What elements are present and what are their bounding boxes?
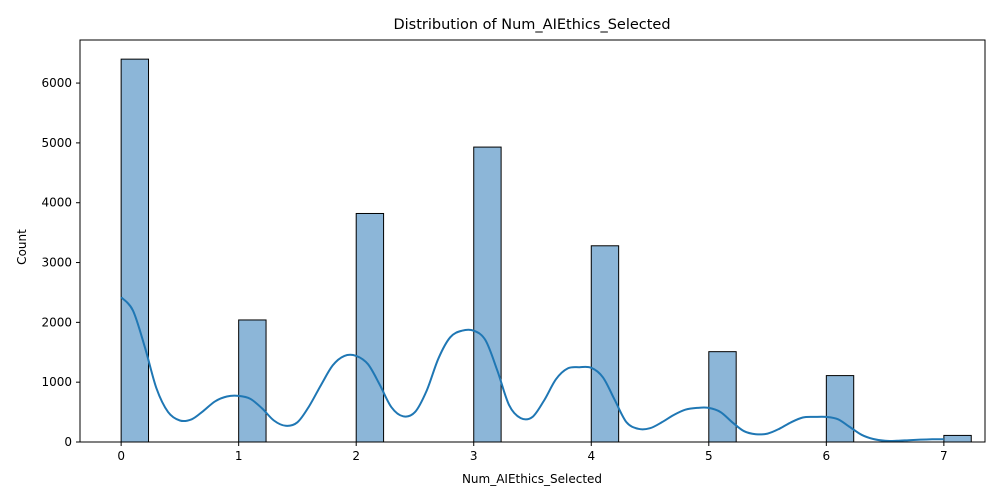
x-tick-label: 4 [587,449,595,463]
x-tick-label: 7 [940,449,948,463]
bar-4 [590,245,620,443]
bar-7 [943,434,972,443]
bar-2 [355,212,385,443]
bar-3 [473,146,502,443]
x-tick-label: 3 [470,449,478,463]
x-tick-label: 5 [705,449,713,463]
x-tick-label: 0 [117,449,125,463]
x-tick-label: 1 [235,449,243,463]
bar-0 [120,58,150,443]
x-tick-label: 2 [352,449,360,463]
bar-6 [825,375,855,443]
y-tick-label: 0 [64,435,72,449]
bar-5 [708,351,737,443]
plot-frame [79,39,986,443]
y-tick-label: 4000 [41,196,72,210]
y-tick-label: 1000 [41,375,72,389]
kde-curve [120,296,944,442]
bar-1 [238,319,267,443]
x-tick-label: 6 [823,449,831,463]
y-tick-label: 3000 [41,256,72,270]
y-axis-label: Count [15,229,29,265]
y-tick-label: 5000 [41,136,72,150]
y-axis-ticks: 0 1000 2000 3000 4000 5000 6000 [41,76,80,449]
y-tick-label: 6000 [41,76,72,90]
x-axis-label: Num_AIEthics_Selected [462,472,602,486]
chart-title: Distribution of Num_AIEthics_Selected [393,17,670,33]
bars-group [120,58,972,443]
y-tick-label: 2000 [41,315,72,329]
x-axis-ticks: 0 1 2 3 4 5 6 7 [117,442,948,463]
